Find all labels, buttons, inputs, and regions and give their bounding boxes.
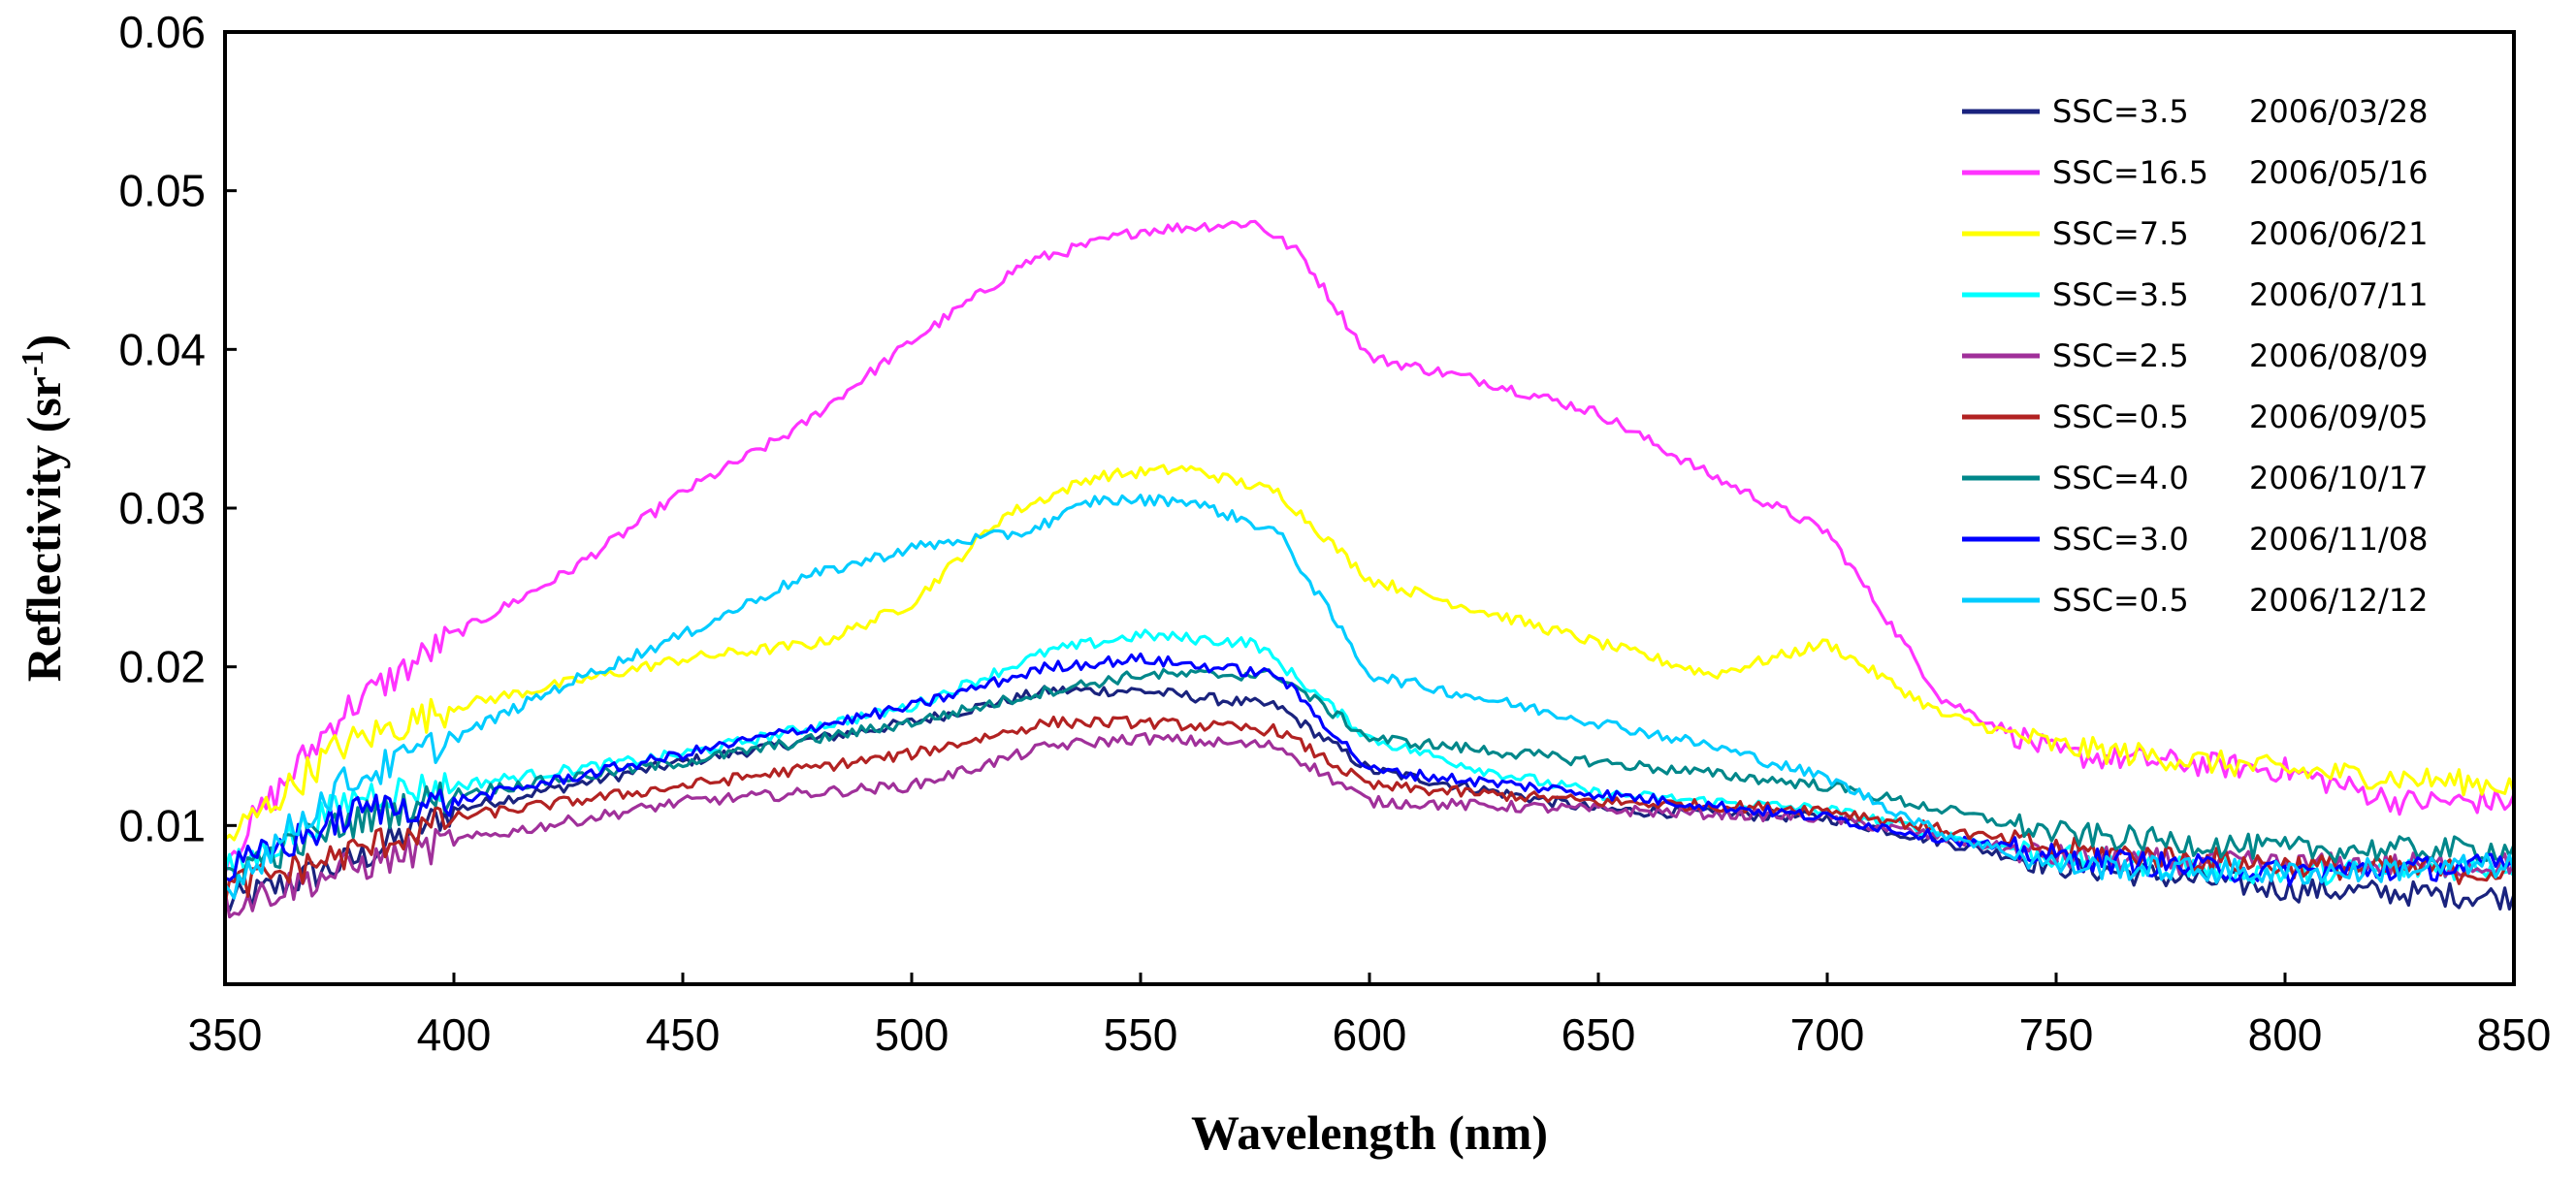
- series-line-1: [223, 685, 2516, 912]
- series-layer: [223, 219, 2516, 919]
- x-tick-label: 400: [417, 1009, 492, 1060]
- y-axis-ticks: 0.01 0.02 0.03 0.04 0.05 0.06: [118, 7, 237, 850]
- legend-date-3: 2006/06/21: [2249, 215, 2428, 252]
- legend-label-1: SSC=3.5: [2052, 93, 2189, 130]
- y-axis-title-main: Reflectivity (sr: [16, 376, 71, 682]
- x-tick-label: 800: [2248, 1009, 2323, 1060]
- x-tick-label: 500: [875, 1009, 950, 1060]
- x-tick-label: 350: [188, 1009, 263, 1060]
- series-line-9: [223, 494, 2516, 900]
- legend: SSC=3.5 2006/03/28 SSC=16.5 2006/05/16 SSC=7…: [1962, 93, 2428, 619]
- series-line-6: [223, 715, 2515, 904]
- series-line-2: [223, 219, 2516, 875]
- y-axis-title-close: ): [16, 335, 71, 351]
- legend-date-9: 2006/12/12: [2249, 582, 2428, 619]
- legend-date-8: 2006/11/08: [2249, 521, 2428, 558]
- legend-date-2: 2006/05/16: [2249, 154, 2428, 191]
- legend-date-5: 2006/08/09: [2249, 337, 2428, 374]
- legend-date-6: 2006/09/05: [2249, 399, 2428, 435]
- legend-label-6: SSC=0.5: [2052, 399, 2189, 435]
- x-tick-label: 600: [1333, 1009, 1407, 1060]
- legend-label-9: SSC=0.5: [2052, 582, 2189, 619]
- y-axis-title-superscript: -1: [15, 350, 49, 376]
- x-tick-label: 550: [1104, 1009, 1178, 1060]
- legend-label-5: SSC=2.5: [2052, 337, 2189, 374]
- legend-label-8: SSC=3.0: [2052, 521, 2189, 558]
- y-tick-label: 0.04: [118, 324, 206, 374]
- legend-date-1: 2006/03/28: [2249, 93, 2428, 130]
- y-axis-title: Reflectivity (sr-1): [15, 335, 71, 682]
- x-axis-ticks: 350 400 450 500 550 600 650 700 750 800 850: [188, 973, 2552, 1060]
- series-line-7: [224, 667, 2516, 883]
- y-tick-label: 0.01: [118, 800, 206, 850]
- y-tick-label: 0.02: [118, 642, 206, 692]
- y-tick-label: 0.03: [118, 483, 206, 533]
- x-tick-label: 650: [1562, 1009, 1636, 1060]
- x-tick-label: 850: [2477, 1009, 2552, 1060]
- series-line-3: [223, 464, 2516, 842]
- x-tick-label: 700: [1790, 1009, 1865, 1060]
- legend-date-4: 2006/07/11: [2249, 276, 2428, 313]
- x-tick-label: 750: [2019, 1009, 2094, 1060]
- legend-label-7: SSC=4.0: [2052, 460, 2189, 496]
- x-axis-title: Wavelength (nm): [1191, 1105, 1548, 1160]
- series-line-8: [224, 652, 2515, 887]
- x-tick-label: 450: [646, 1009, 721, 1060]
- legend-label-3: SSC=7.5: [2052, 215, 2189, 252]
- y-tick-label: 0.05: [118, 166, 206, 216]
- legend-label-4: SSC=3.5: [2052, 276, 2189, 313]
- legend-date-7: 2006/10/17: [2249, 460, 2428, 496]
- y-tick-label: 0.06: [118, 7, 206, 57]
- legend-label-2: SSC=16.5: [2052, 154, 2208, 191]
